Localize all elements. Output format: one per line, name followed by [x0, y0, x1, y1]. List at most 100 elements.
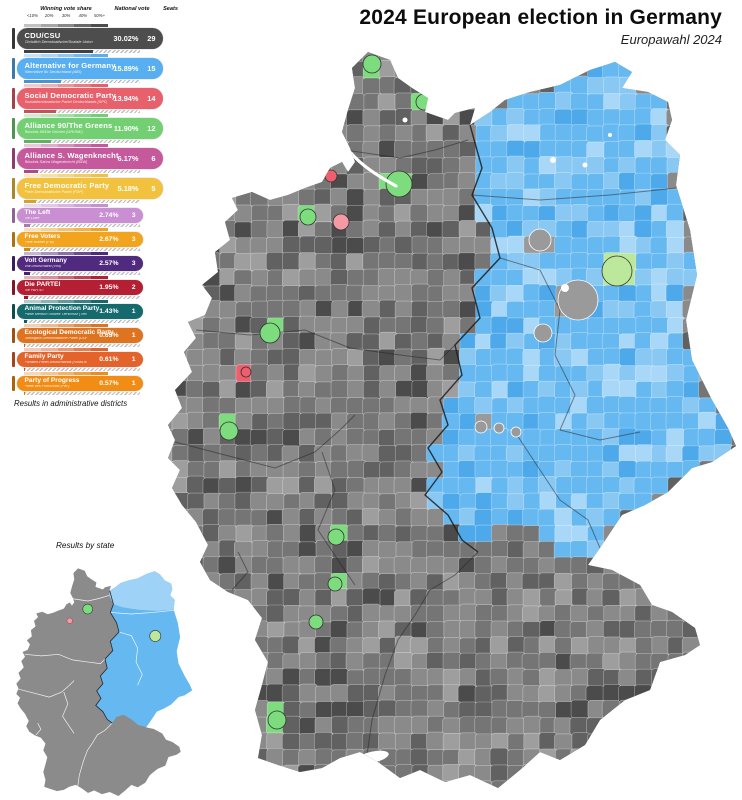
district-share-hatch — [29, 272, 140, 275]
party-accent-tick — [12, 28, 15, 49]
vote-share-ramp — [24, 84, 108, 87]
party-subtitle: Die PARTEI — [24, 288, 44, 292]
party-pill-line: Die PARTEI Die PARTEI 1.95% 2 — [12, 280, 188, 295]
party-text: The Left Die Linke — [24, 209, 87, 221]
district-share-bar — [24, 224, 140, 227]
party-pill-fw: Free Voters Freie Wähler (FW) 2.67% 3 — [16, 232, 143, 247]
legend-row-partei: Die PARTEI Die PARTEI 1.95% 2 — [12, 276, 188, 299]
ramp-segment — [24, 54, 41, 57]
party-subtitle: Bündnis 90/Die Grünen (GRÜNE) — [24, 130, 83, 135]
party-seats: 1 — [131, 308, 136, 315]
district-share-solid — [24, 110, 57, 113]
party-seats: 29 — [147, 34, 156, 43]
vote-share-ramp — [24, 24, 108, 27]
district-share-hatch — [27, 320, 140, 323]
district-share-bar — [24, 200, 140, 203]
ramp-segment — [91, 228, 108, 231]
vote-share-ramp — [24, 300, 108, 303]
party-national-vote: 0.61% — [99, 356, 119, 363]
ramp-segment — [91, 324, 108, 327]
party-pill-line: The Left Die Linke 2.74% 3 — [12, 208, 188, 223]
party-pill-familie: Family Party Familien-Partei Deutschlands… — [16, 352, 143, 367]
legend-row-linke: The Left Die Linke 2.74% 3 — [12, 204, 188, 227]
party-seats: 3 — [131, 212, 136, 219]
ramp-segment — [57, 348, 75, 351]
vote-share-ramp — [24, 228, 108, 231]
party-pill-afd: Alternative for Germany Alternative für D… — [16, 58, 163, 79]
party-pill-tierschutz: Animal Protection Party Partei Mensch Umw… — [16, 304, 143, 319]
district-share-hatch — [25, 368, 140, 371]
legend-header: Winning vote share <10% 20% 30% 40% 50%+ Nat… — [12, 6, 188, 23]
party-pill-pdf: Party of Progress Partei des Fortschritts… — [16, 376, 143, 391]
party-name: Alliance S. Wagenknecht — [24, 151, 119, 161]
ramp-segment — [24, 204, 41, 207]
party-text: Free Democratic Party Freie Demokratische… — [24, 181, 110, 194]
district-share-bar — [24, 248, 140, 251]
ramp-segment — [40, 300, 58, 303]
ramp-segment — [91, 84, 108, 87]
party-national-vote: 15.89% — [113, 64, 139, 73]
party-national-vote: 1.95% — [99, 284, 119, 291]
party-seats: 15 — [147, 64, 156, 73]
party-national-vote: 0.65% — [99, 332, 119, 339]
ramp-segment — [91, 300, 108, 303]
district-share-bar — [24, 110, 140, 113]
party-name: Ecological Democratic Party — [24, 329, 114, 337]
party-name: The Left — [24, 209, 51, 217]
district-share-hatch — [25, 392, 140, 395]
ramp-segment — [74, 348, 92, 351]
party-seats: 2 — [131, 284, 136, 291]
ramp-segment — [74, 54, 92, 57]
party-subtitle: Sozialdemokratische Partei Deutschlands … — [24, 100, 107, 105]
party-pill-line: Volt Germany Volt Deutschland (Volt) 2.57%… — [12, 256, 188, 271]
district-share-bar — [24, 368, 140, 371]
party-pill-spd: Social Democratic Party Sozialdemokratisc… — [16, 88, 163, 109]
scale-tick: <10% — [26, 13, 38, 18]
vote-share-ramp — [24, 348, 108, 351]
district-share-hatch — [30, 248, 140, 251]
district-share-solid — [24, 296, 29, 299]
district-share-hatch — [93, 50, 140, 53]
party-accent-tick — [12, 148, 15, 169]
legend-row-spd: Social Democratic Party Sozialdemokratisc… — [12, 84, 188, 113]
district-share-solid — [24, 80, 61, 83]
ramp-segment — [74, 276, 92, 279]
ramp-segment — [57, 372, 75, 375]
party-accent-tick — [12, 328, 15, 343]
ramp-segment — [24, 144, 41, 147]
party-national-vote: 11.90% — [113, 124, 139, 133]
district-share-bar — [24, 296, 140, 299]
ramp-segment — [57, 114, 75, 117]
party-accent-tick — [12, 376, 15, 391]
district-share-solid — [24, 272, 30, 275]
party-subtitle: Partei des Fortschritts (PdF) — [24, 384, 70, 388]
ramp-segment — [24, 84, 41, 87]
ramp-segment — [57, 174, 75, 177]
legend-row-familie: Family Party Familien-Partei Deutschlands… — [12, 348, 188, 371]
ramp-segment — [57, 276, 75, 279]
ramp-segment — [24, 324, 41, 327]
party-pill-oedp: Ecological Democratic Party Ökologisch-De… — [16, 328, 143, 343]
ramp-segment — [40, 174, 58, 177]
party-text: Ecological Democratic Party Ökologisch-De… — [24, 329, 114, 341]
vote-share-ramp — [24, 276, 108, 279]
party-text: Party of Progress Partei des Fortschritts… — [24, 377, 87, 389]
ramp-segment — [40, 228, 58, 231]
ramp-segment — [91, 174, 108, 177]
district-share-bar — [24, 392, 140, 395]
party-seats: 3 — [131, 236, 136, 243]
district-share-solid — [24, 248, 31, 251]
party-pill-line: Animal Protection Party Partei Mensch Umw… — [12, 304, 188, 319]
party-pill-linke: The Left Die Linke 2.74% 3 — [16, 208, 143, 223]
party-text: Animal Protection Party Partei Mensch Umw… — [25, 305, 100, 317]
district-share-solid — [24, 200, 36, 203]
district-share-solid — [24, 50, 94, 53]
ramp-segment — [24, 174, 41, 177]
vote-share-ramp — [24, 324, 108, 327]
legend-row-bsw: Alliance S. Wagenknecht Bündnis Sahra Wag… — [12, 144, 188, 173]
party-text: Social Democratic Party Sozialdemokratisc… — [24, 92, 116, 105]
ramp-segment — [57, 324, 75, 327]
party-name: Free Democratic Party — [24, 181, 110, 191]
district-share-bar — [24, 170, 140, 173]
